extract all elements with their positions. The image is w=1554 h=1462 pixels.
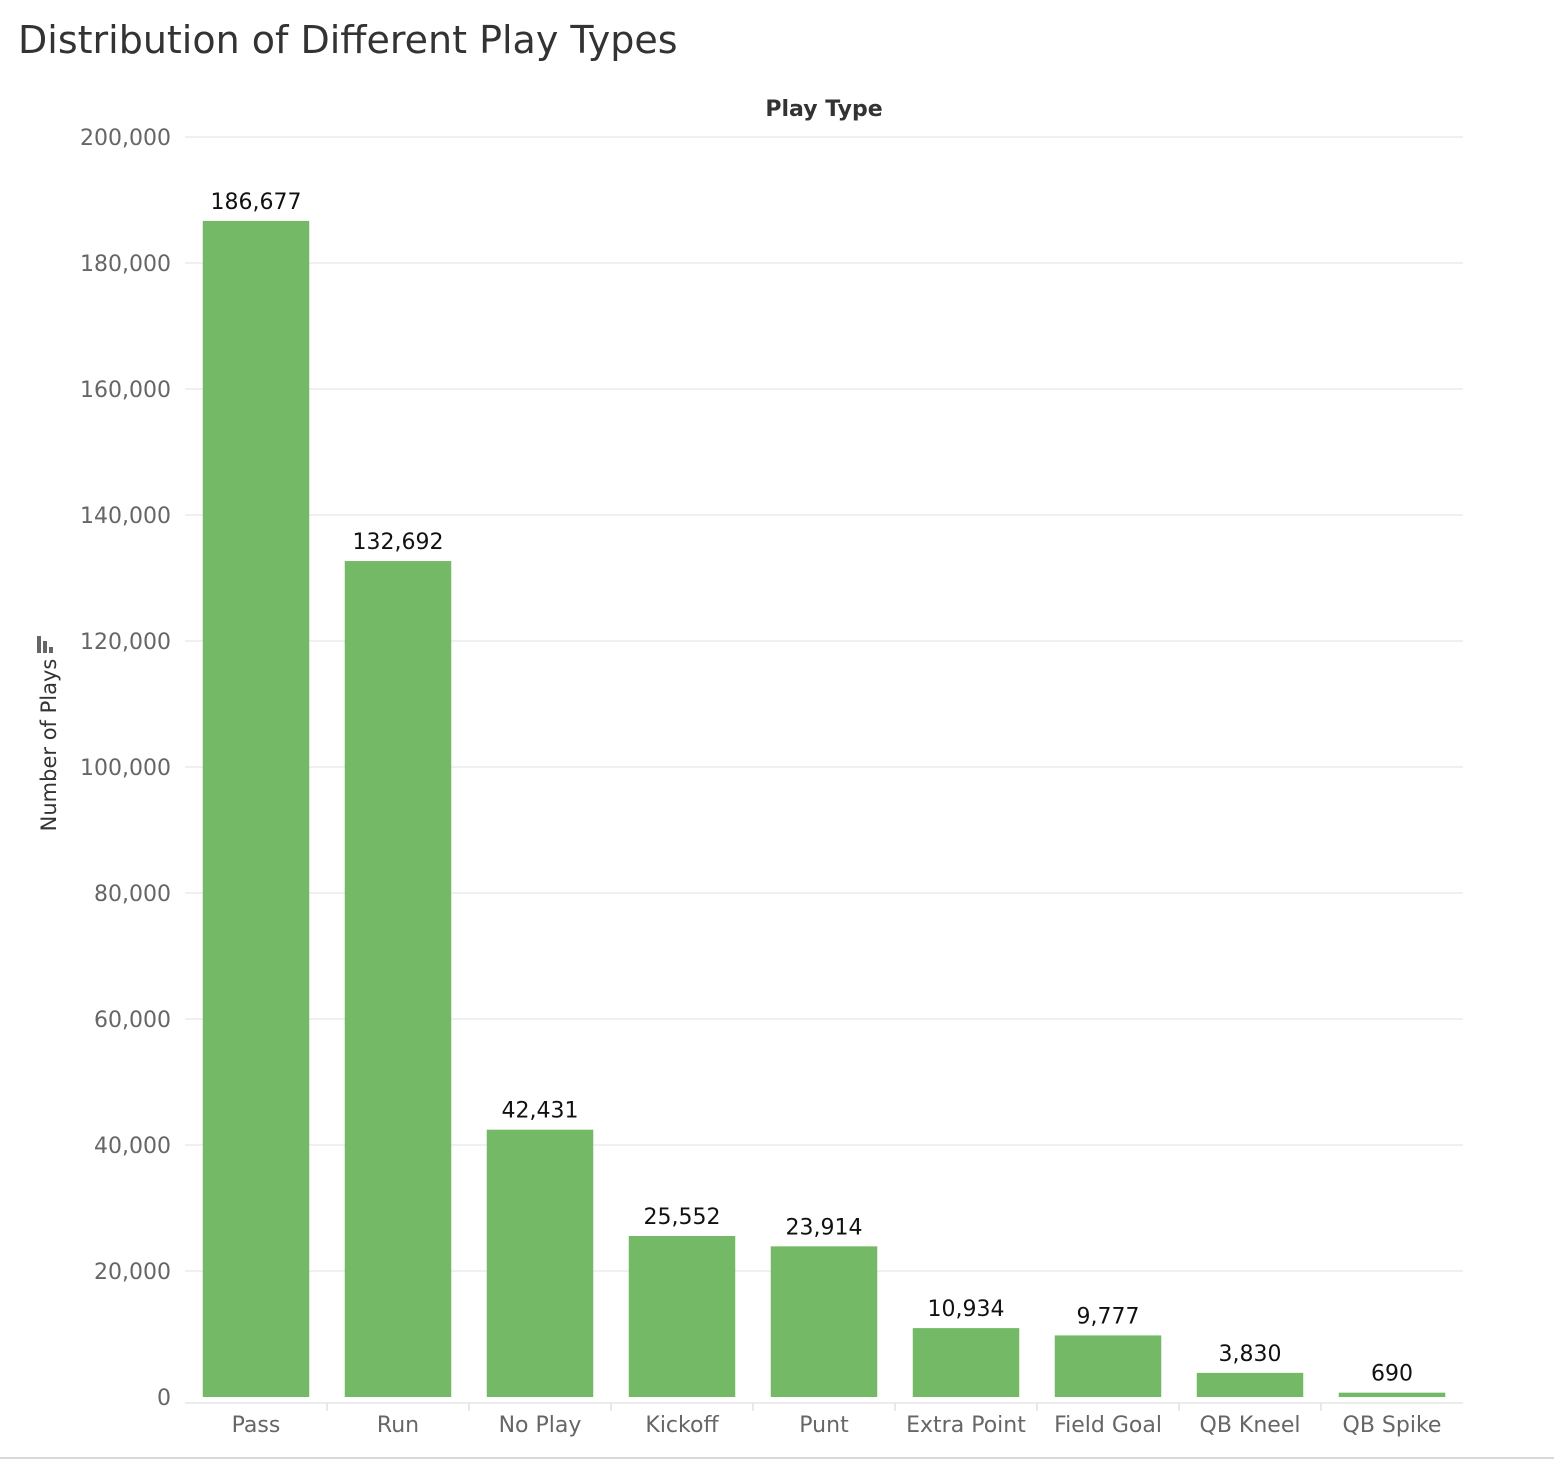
y-tick-label: 80,000 — [94, 882, 171, 907]
bar-punt[interactable] — [770, 1246, 878, 1397]
y-tick-label: 40,000 — [94, 1134, 171, 1159]
y-axis-title-group: Number of Plays — [37, 659, 61, 832]
x-tick-label: Run — [377, 1413, 419, 1438]
chart-title: Distribution of Different Play Types — [18, 18, 678, 62]
bar-no-play[interactable] — [486, 1129, 594, 1397]
y-axis-ticks: 0 20,000 40,000 60,000 80,000 100,000 120,000 1… — [80, 126, 171, 1411]
data-label: 186,677 — [211, 190, 302, 215]
data-label: 132,692 — [353, 530, 444, 555]
bottom-divider — [0, 1457, 1554, 1459]
x-tick-label: Kickoff — [645, 1413, 719, 1438]
y-tick-label: 140,000 — [80, 504, 171, 529]
y-tick-label: 100,000 — [80, 756, 171, 781]
y-tick-label: 200,000 — [80, 126, 171, 151]
data-label: 690 — [1371, 1362, 1413, 1387]
x-tick-label: QB Spike — [1343, 1413, 1442, 1438]
sort-icon[interactable] — [37, 636, 53, 653]
y-axis-title: Number of Plays — [37, 659, 61, 832]
x-tick-label: QB Kneel — [1200, 1413, 1301, 1438]
data-label: 3,830 — [1219, 1342, 1282, 1367]
data-label: 9,777 — [1077, 1304, 1140, 1329]
x-tick-label: No Play — [499, 1413, 582, 1438]
bar-qb-kneel[interactable] — [1196, 1372, 1304, 1397]
bar-run[interactable] — [344, 561, 452, 1397]
y-tick-label: 60,000 — [94, 1008, 171, 1033]
data-labels: 186,677 132,692 42,431 25,552 23,914 10,934 9,… — [211, 190, 1413, 1387]
bar-pass[interactable] — [202, 220, 310, 1397]
data-label: 42,431 — [502, 1099, 579, 1124]
y-tick-label: 0 — [157, 1386, 171, 1411]
bars — [202, 220, 1446, 1397]
data-label: 23,914 — [786, 1215, 863, 1240]
x-axis-title: Play Type — [765, 97, 882, 122]
x-axis-ticks: Pass Run No Play Kickoff Punt Extra Point Fiel… — [232, 1403, 1442, 1438]
bar-field-goal[interactable] — [1054, 1335, 1162, 1397]
x-tick-label: Pass — [232, 1413, 281, 1438]
bar-qb-spike[interactable] — [1338, 1392, 1446, 1397]
y-tick-label: 120,000 — [80, 630, 171, 655]
y-tick-label: 160,000 — [80, 378, 171, 403]
x-tick-label: Field Goal — [1054, 1413, 1162, 1438]
y-tick-label: 20,000 — [94, 1260, 171, 1285]
x-tick-label: Punt — [799, 1413, 849, 1438]
bar-kickoff[interactable] — [628, 1236, 736, 1397]
data-label: 10,934 — [928, 1297, 1005, 1322]
data-label: 25,552 — [644, 1205, 721, 1230]
bar-extra-point[interactable] — [912, 1328, 1020, 1397]
x-tick-label: Extra Point — [906, 1413, 1026, 1438]
y-tick-label: 180,000 — [80, 252, 171, 277]
